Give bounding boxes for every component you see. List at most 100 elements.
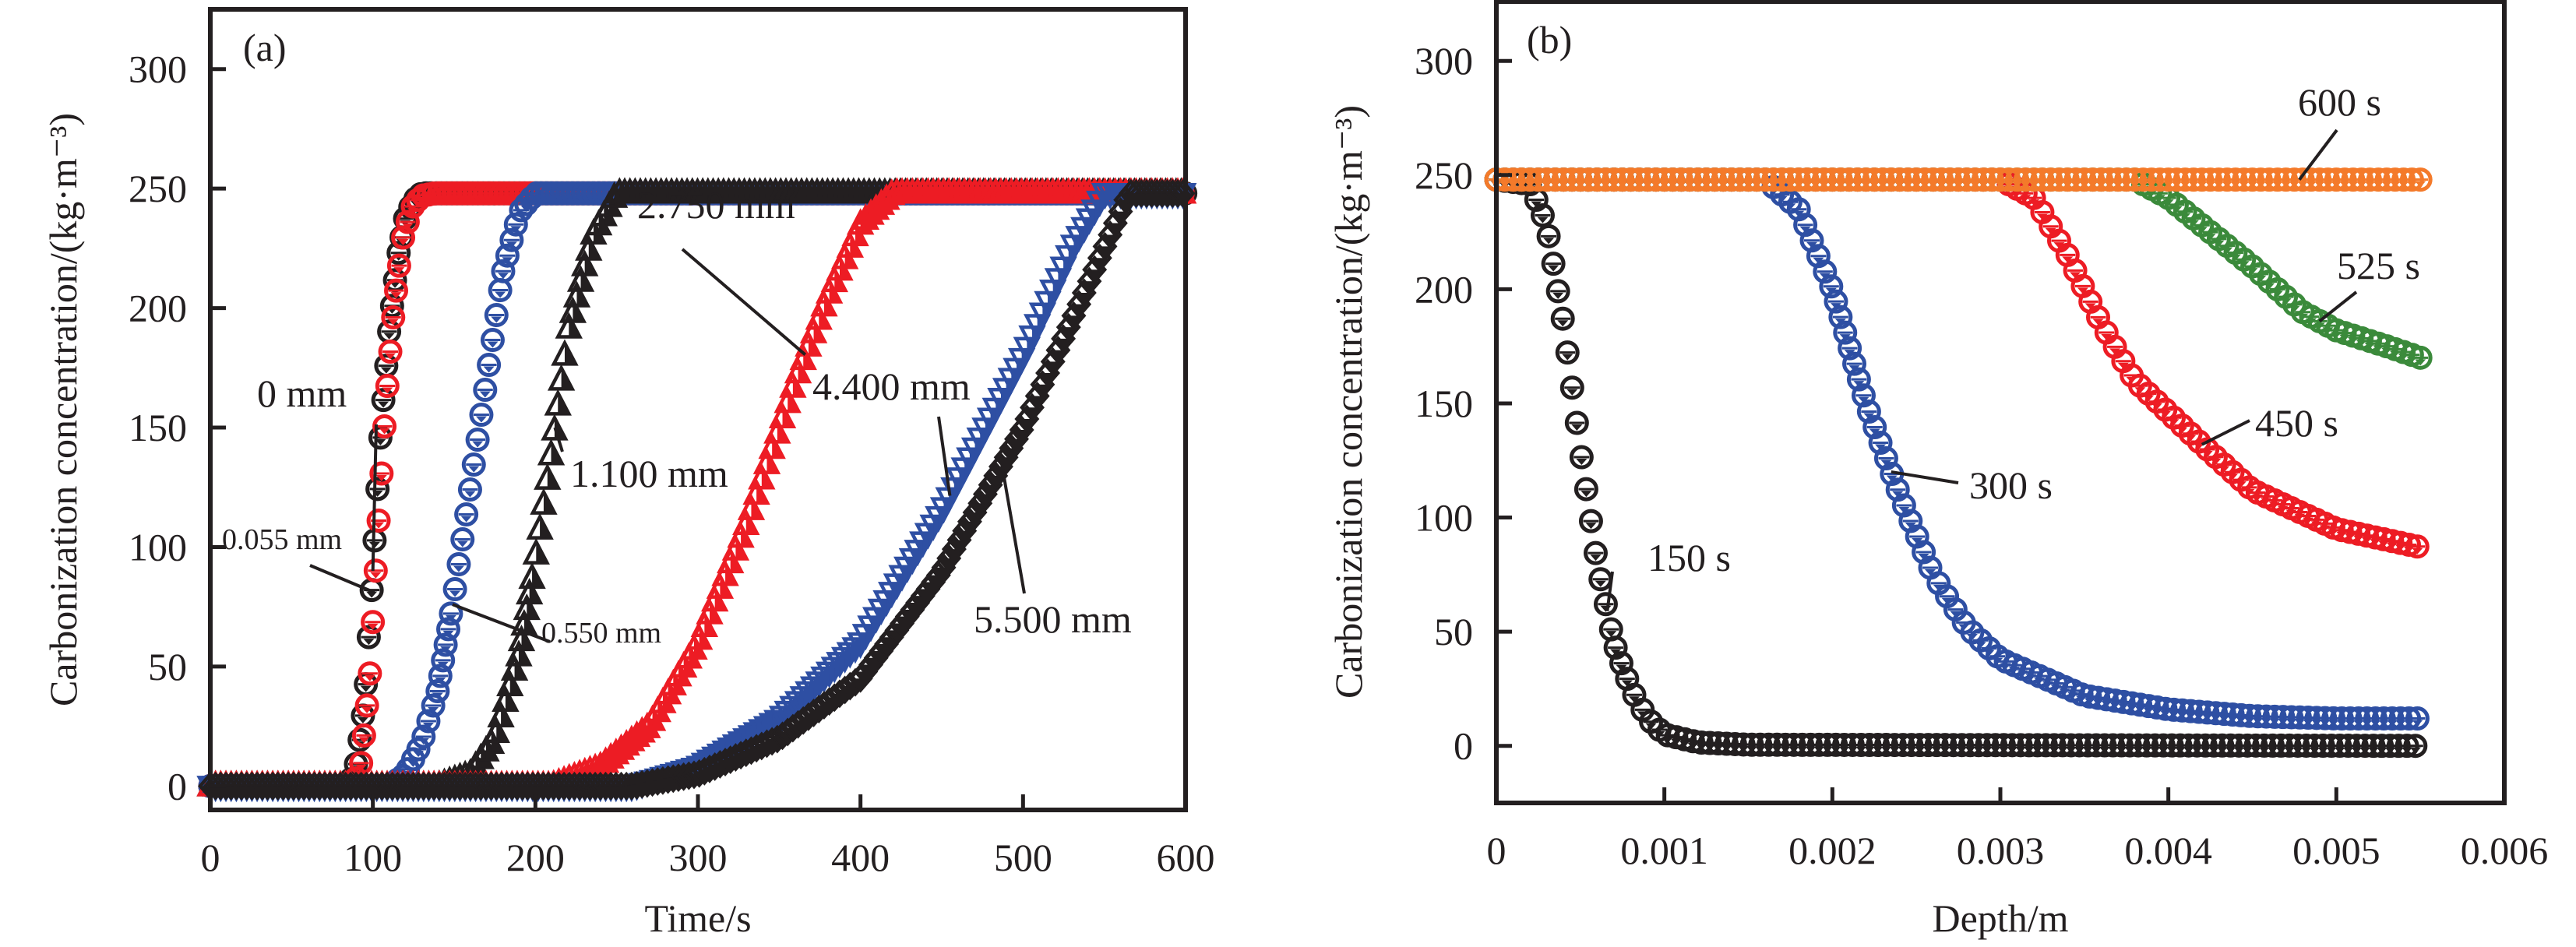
panel-a-ylabel: Carbonization concentration/(kg·m⁻³) <box>41 113 85 706</box>
data-point <box>351 723 376 748</box>
annotation-leader <box>2318 290 2358 322</box>
data-point <box>690 610 719 637</box>
data-point <box>551 339 579 366</box>
data-point <box>446 552 471 577</box>
data-point <box>411 724 436 749</box>
data-point <box>454 502 479 527</box>
data-point <box>805 303 833 330</box>
x-tick-label: 0.006 <box>2461 829 2549 872</box>
data-point <box>522 537 550 565</box>
data-point <box>371 388 396 413</box>
data-point <box>1555 340 1580 365</box>
data-point <box>473 378 498 403</box>
data-point <box>488 278 513 303</box>
x-tick-label: 0.005 <box>2292 829 2380 872</box>
annotation-label: 300 s <box>1969 463 2053 507</box>
data-point <box>431 648 456 673</box>
data-point <box>406 737 431 762</box>
data-point <box>1569 445 1594 470</box>
data-point <box>1564 410 1589 435</box>
data-point <box>372 414 397 438</box>
x-tick-label: 400 <box>831 836 890 879</box>
annotation-label: 0.055 mm <box>222 523 342 556</box>
panel-b-xlabel: Depth/m <box>1933 896 2069 940</box>
data-point <box>457 477 482 502</box>
data-point <box>727 521 755 548</box>
y-tick-label: 0 <box>1454 724 1473 768</box>
data-point <box>374 354 399 378</box>
data-point <box>428 664 453 688</box>
data-point <box>1583 540 1608 565</box>
data-point <box>1593 592 1618 617</box>
data-point <box>1588 567 1613 592</box>
panel-b: 0 0.001 0.002 0.003 0.004 0.005 0.006 0 50 100 150… <box>1327 0 2549 940</box>
data-point <box>377 319 402 344</box>
data-point <box>1545 279 1570 304</box>
data-point <box>1536 224 1561 248</box>
series-5-500-mm <box>198 178 1196 801</box>
annotation-label: 1.100 mm <box>570 452 728 495</box>
y-tick-label: 150 <box>1415 382 1473 425</box>
data-point <box>685 623 714 650</box>
data-point <box>442 577 467 602</box>
data-point <box>537 438 566 466</box>
data-point <box>469 403 494 428</box>
x-tick-label: 200 <box>506 836 565 879</box>
data-point <box>1559 375 1584 400</box>
data-point <box>799 316 828 343</box>
x-tick-label: 0 <box>1487 829 1506 872</box>
data-point <box>358 661 382 686</box>
data-point <box>774 386 802 414</box>
data-point <box>433 632 458 657</box>
data-point <box>356 625 381 650</box>
y-tick-label: 200 <box>1415 267 1473 311</box>
x-tick-label: 0 <box>201 836 220 879</box>
data-point <box>461 452 486 477</box>
data-point <box>534 463 562 490</box>
data-point <box>696 597 724 625</box>
annotation-label: 600 s <box>2298 80 2381 124</box>
panel-b-ylabel: Carbonization concentration/(kg·m⁻³) <box>1327 105 1370 699</box>
series-150-s <box>1484 167 2428 759</box>
data-point <box>547 364 576 391</box>
annotation-label: 2.750 mm <box>637 183 795 227</box>
y-tick-label: 50 <box>1434 610 1473 653</box>
annotation-leader <box>681 248 807 356</box>
annotation-label: 450 s <box>2255 401 2338 445</box>
y-tick-label: 300 <box>1415 39 1473 83</box>
y-tick-label: 50 <box>148 645 187 688</box>
data-point <box>721 533 750 561</box>
data-point <box>795 329 823 357</box>
data-point <box>386 253 411 278</box>
data-point <box>354 693 379 718</box>
series-450-s <box>1484 167 2430 559</box>
data-point <box>530 488 558 515</box>
data-point <box>1578 509 1603 533</box>
data-point <box>784 357 812 384</box>
data-point <box>700 585 729 612</box>
data-point <box>810 290 838 317</box>
annotation-label: 0.550 mm <box>541 617 661 650</box>
data-point <box>439 601 463 626</box>
y-tick-label: 300 <box>129 48 187 91</box>
data-point <box>477 353 502 378</box>
annotation-label: 5.500 mm <box>974 597 1132 641</box>
x-tick-label: 0.004 <box>2124 829 2212 872</box>
data-point <box>706 572 735 599</box>
data-point <box>391 225 416 250</box>
panel-b-annotations: 150 s 300 s 450 s 525 s 600 s <box>1605 80 2420 612</box>
data-point <box>484 303 509 328</box>
annotation-label: 525 s <box>2337 244 2420 287</box>
data-point <box>421 693 446 718</box>
panel-a-label: (a) <box>243 26 287 69</box>
data-point <box>503 212 528 237</box>
x-tick-label: 0.001 <box>1620 829 1708 872</box>
data-point <box>425 679 450 704</box>
data-point <box>450 527 475 552</box>
x-tick-label: 100 <box>344 836 402 879</box>
annotation-label: 4.400 mm <box>812 364 971 408</box>
data-point <box>395 209 420 234</box>
annotation-label: 0 mm <box>257 371 347 415</box>
x-tick-label: 0.003 <box>1957 829 2045 872</box>
